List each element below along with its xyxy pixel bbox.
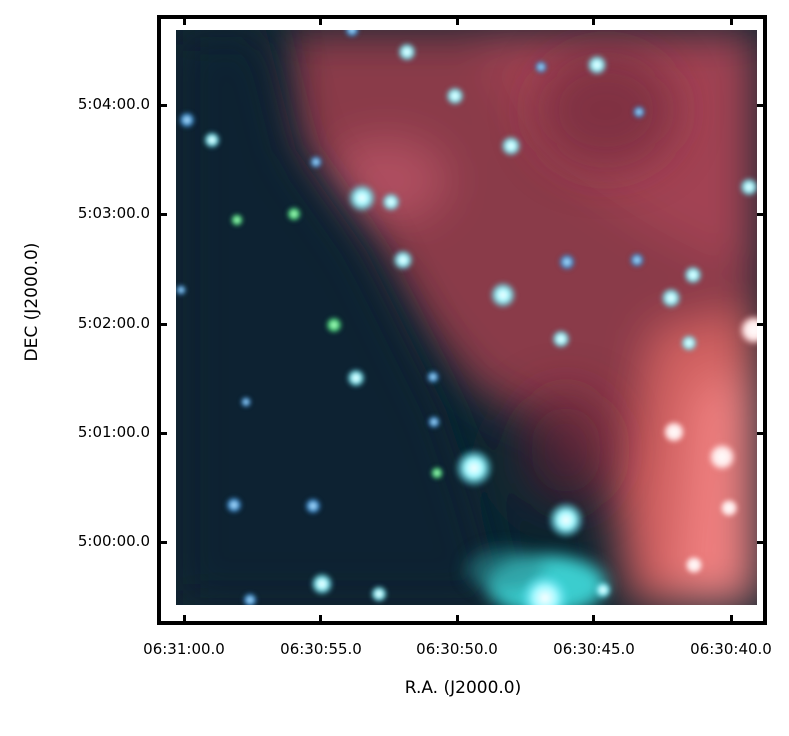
y-axis-label: DEC (J2000.0): [22, 242, 42, 362]
x-tick-label: 06:31:00.0: [143, 640, 225, 658]
stars: [176, 30, 757, 605]
x-tick-label: 06:30:45.0: [553, 640, 635, 658]
x-tick-label: 06:30:50.0: [416, 640, 498, 658]
y-tick-label: 5:04:00.0: [77, 95, 150, 113]
y-tick-label: 5:03:00.0: [77, 204, 150, 222]
y-tick-label: 5:02:00.0: [77, 314, 150, 332]
false-color-sky-image: [176, 30, 757, 605]
x-axis-label: R.A. (J2000.0): [404, 678, 522, 698]
x-tick-label: 06:30:40.0: [690, 640, 772, 658]
nebula-emission: [286, 30, 757, 605]
y-tick-label: 5:01:00.0: [77, 423, 150, 441]
y-tick-label: 5:00:00.0: [77, 532, 150, 550]
x-tick-label: 06:30:55.0: [280, 640, 362, 658]
